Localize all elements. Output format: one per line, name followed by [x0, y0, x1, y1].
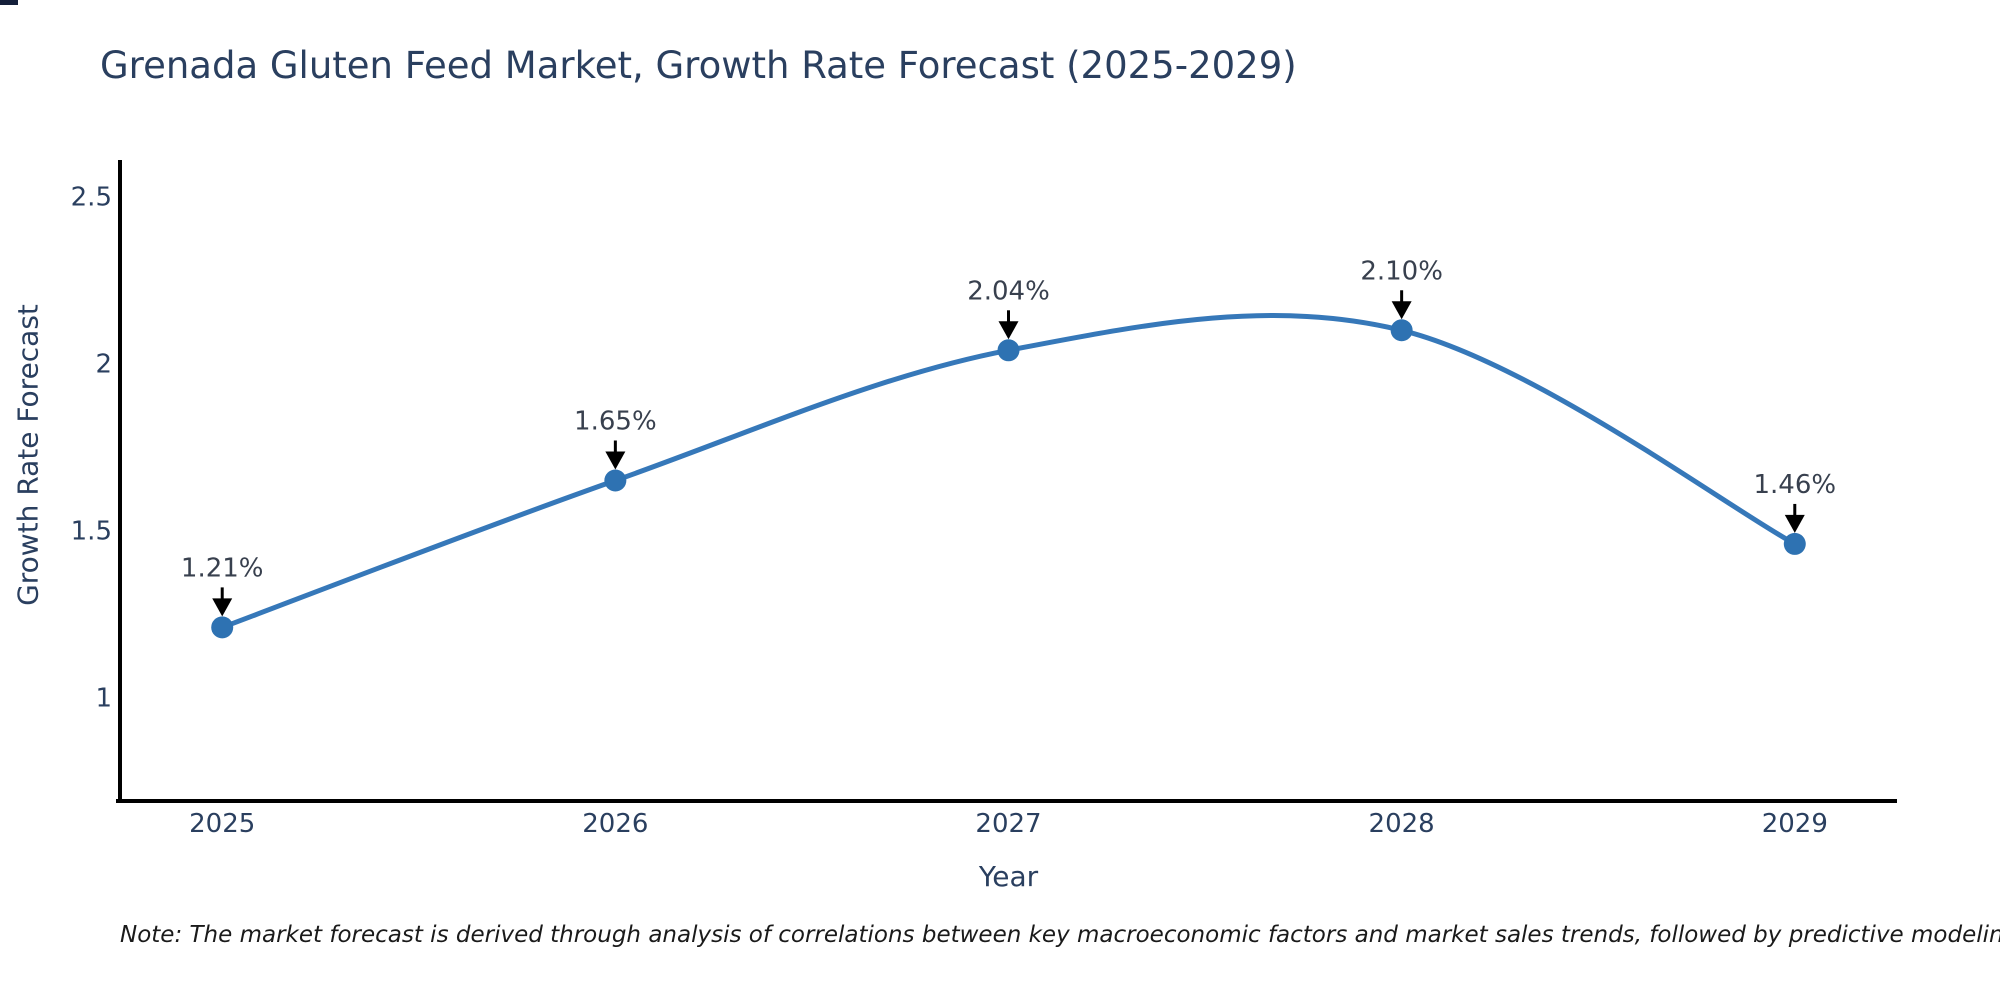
data-point-label: 2.04% [967, 276, 1050, 306]
chart-title: Grenada Gluten Feed Market, Growth Rate … [100, 44, 1297, 87]
x-tick-label: 2027 [975, 809, 1041, 839]
y-tick-label: 2.5 [71, 183, 112, 213]
data-point-label: 1.65% [574, 407, 657, 437]
series-line [221, 313, 1796, 630]
data-point-marker [211, 616, 234, 639]
data-point-marker [997, 339, 1020, 362]
data-point-marker [1390, 319, 1413, 342]
x-tick-label: 2025 [189, 809, 255, 839]
screen-edge-artifact [0, 0, 18, 5]
y-tick-label: 1.5 [71, 517, 112, 547]
annotation-arrowhead [605, 451, 626, 470]
data-point-marker [604, 469, 627, 492]
data-point-label: 1.46% [1753, 470, 1836, 500]
x-axis-title: Year [978, 860, 1039, 893]
annotation-arrowhead [998, 321, 1019, 340]
data-point-marker [1783, 532, 1806, 555]
x-tick-label: 2029 [1762, 809, 1828, 839]
y-axis-title: Growth Rate Forecast [11, 304, 45, 606]
annotation-arrowhead [212, 598, 233, 617]
data-point-label: 1.21% [181, 553, 264, 583]
annotation-arrowhead [1391, 301, 1412, 320]
annotation-arrowhead [1784, 514, 1805, 533]
data-point-label: 2.10% [1360, 256, 1443, 286]
x-tick-label: 2026 [582, 809, 648, 839]
x-tick-label: 2028 [1369, 809, 1435, 839]
y-tick-label: 2 [95, 350, 112, 380]
y-tick-label: 1 [95, 684, 112, 714]
footnote: Note: The market forecast is derived thr… [120, 922, 2000, 948]
